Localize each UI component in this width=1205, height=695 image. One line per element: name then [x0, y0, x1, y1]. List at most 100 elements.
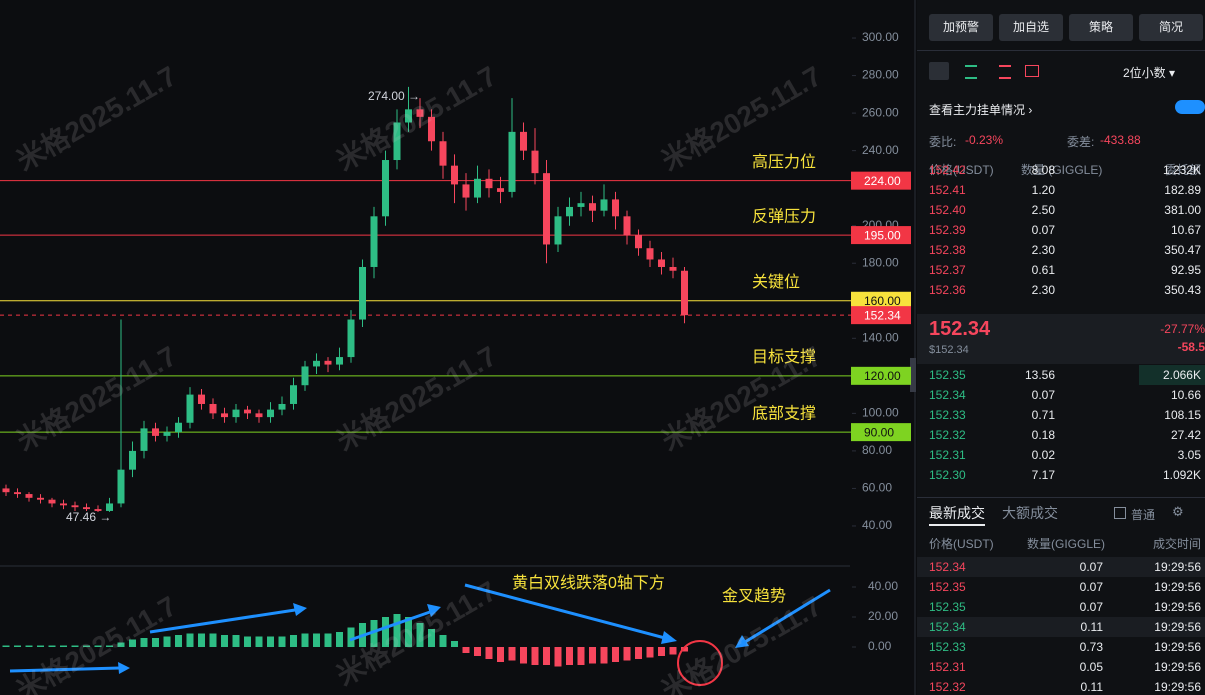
macd-bar: [129, 639, 136, 647]
view-icon[interactable]: [1025, 65, 1039, 77]
qty: 0.07: [1079, 580, 1103, 594]
time: 19:29:56: [1154, 580, 1201, 594]
macd-bar: [577, 647, 585, 665]
price: 152.32: [929, 428, 966, 442]
header[interactable]: 委托额: [1164, 163, 1201, 177]
button[interactable]: 加自选: [999, 14, 1063, 41]
y-tick-label: 40.00: [862, 518, 892, 532]
toggle[interactable]: [1175, 100, 1205, 114]
amount: 350.43: [1164, 283, 1201, 297]
candle-body: [405, 109, 412, 123]
amount: 1.092K: [1162, 468, 1201, 482]
candle-body: [106, 503, 113, 511]
candle-body: [198, 394, 205, 404]
price: 152.31: [929, 660, 966, 674]
candle-body: [451, 165, 458, 185]
amount: 92.95: [1170, 263, 1201, 277]
candle-body: [508, 131, 516, 192]
macd-bar: [531, 647, 539, 665]
book-row: 152.38 2.30 350.47: [917, 240, 1205, 260]
arrows: [9, 583, 831, 674]
macd-bar: [681, 647, 688, 652]
macd-bar: [232, 635, 240, 647]
candle-body: [393, 122, 401, 161]
candle-body: [2, 488, 10, 493]
view-icon[interactable]: [999, 65, 1011, 79]
checkbox[interactable]: [1114, 507, 1126, 519]
divider: [917, 50, 1205, 51]
candle-body: [324, 360, 332, 365]
qty: 0.07: [1079, 600, 1103, 614]
candle-body: [658, 259, 665, 267]
annotation: 金叉趋势: [722, 587, 786, 605]
macd-bar: [175, 635, 182, 647]
view-icon[interactable]: [929, 62, 949, 80]
macd-bar: [186, 633, 194, 647]
candle-body: [221, 413, 228, 418]
price: 152.35: [929, 600, 966, 614]
y-tick-label: 180.00: [862, 255, 899, 269]
price: 152.31: [929, 448, 966, 462]
view-icon[interactable]: [965, 65, 977, 79]
amount: 2.066K: [1162, 368, 1201, 382]
level-label: 120.00: [864, 369, 901, 383]
macd-bar: [278, 636, 286, 647]
amount: 1.232K: [1162, 163, 1201, 177]
macd-bar: [658, 647, 665, 656]
button[interactable]: 策略: [1069, 14, 1133, 41]
book-row: 152.34 0.07 10.66: [917, 385, 1205, 405]
last-usd: $152.34: [929, 344, 969, 356]
macd-bar: [244, 636, 251, 647]
orders-link[interactable]: 查看主力挂单情况 ›: [929, 103, 1033, 117]
time: 19:29:56: [1154, 680, 1201, 694]
y-tick-label: 240.00: [862, 143, 899, 157]
amount: 182.89: [1164, 183, 1201, 197]
qty: 0.73: [1079, 640, 1103, 654]
button[interactable]: 简况: [1139, 14, 1203, 41]
macd-bar: [25, 645, 33, 647]
amount: 27.42: [1170, 428, 1201, 442]
level-box: [851, 291, 911, 310]
candle-body: [129, 450, 136, 470]
tab[interactable]: 最新成交: [929, 505, 985, 521]
normal-label: 普通: [1131, 508, 1156, 522]
qty: 2.30: [1031, 243, 1055, 257]
macd-bar: [474, 647, 481, 656]
candle-body: [382, 160, 389, 217]
decimals-select[interactable]: 2位小数 ▾: [1123, 66, 1176, 80]
candle-body: [301, 366, 309, 386]
tab[interactable]: 大额成交: [1002, 505, 1058, 521]
qty: 0.05: [1079, 660, 1103, 674]
price: 152.34: [929, 620, 966, 634]
chart: 300.00280.00260.00240.00200.00180.00140.…: [0, 0, 917, 695]
trade-row: 152.34 0.07 19:29:56: [917, 557, 1205, 577]
macd-bar: [106, 645, 113, 647]
price: 152.35: [929, 580, 966, 594]
highlight-circle: [677, 640, 723, 686]
qty: 0.18: [1031, 428, 1055, 442]
candle-body: [290, 385, 297, 404]
price: 152.33: [929, 408, 966, 422]
trade-row: 152.31 0.05 19:29:56: [917, 657, 1205, 677]
candle-body: [71, 505, 79, 508]
price: 152.37: [929, 263, 966, 277]
amount: 10.66: [1170, 388, 1201, 402]
candle-body: [635, 235, 642, 249]
button[interactable]: 加预警: [929, 14, 993, 41]
header[interactable]: 数量(GIGGLE): [1027, 537, 1106, 551]
qty: 0.07: [1079, 560, 1103, 574]
macd-bar: [393, 614, 401, 647]
price: 152.40: [929, 203, 966, 217]
macd-bar: [313, 633, 320, 647]
candle-body: [589, 203, 596, 211]
trade-row: 152.35 0.07 19:29:56: [917, 597, 1205, 617]
header[interactable]: 数量 (GIGGLE): [1021, 163, 1103, 177]
macd-bar: [152, 638, 159, 647]
candle-body: [623, 216, 631, 236]
settings-icon[interactable]: ⚙: [1172, 504, 1184, 519]
level-box: [851, 366, 911, 385]
trade-header: 价格(USDT) 数量(GIGGLE) 成交时间: [917, 534, 1205, 554]
mid-bg: [917, 314, 1205, 364]
level-label: 90.00: [864, 425, 894, 439]
candle-body: [428, 116, 435, 142]
